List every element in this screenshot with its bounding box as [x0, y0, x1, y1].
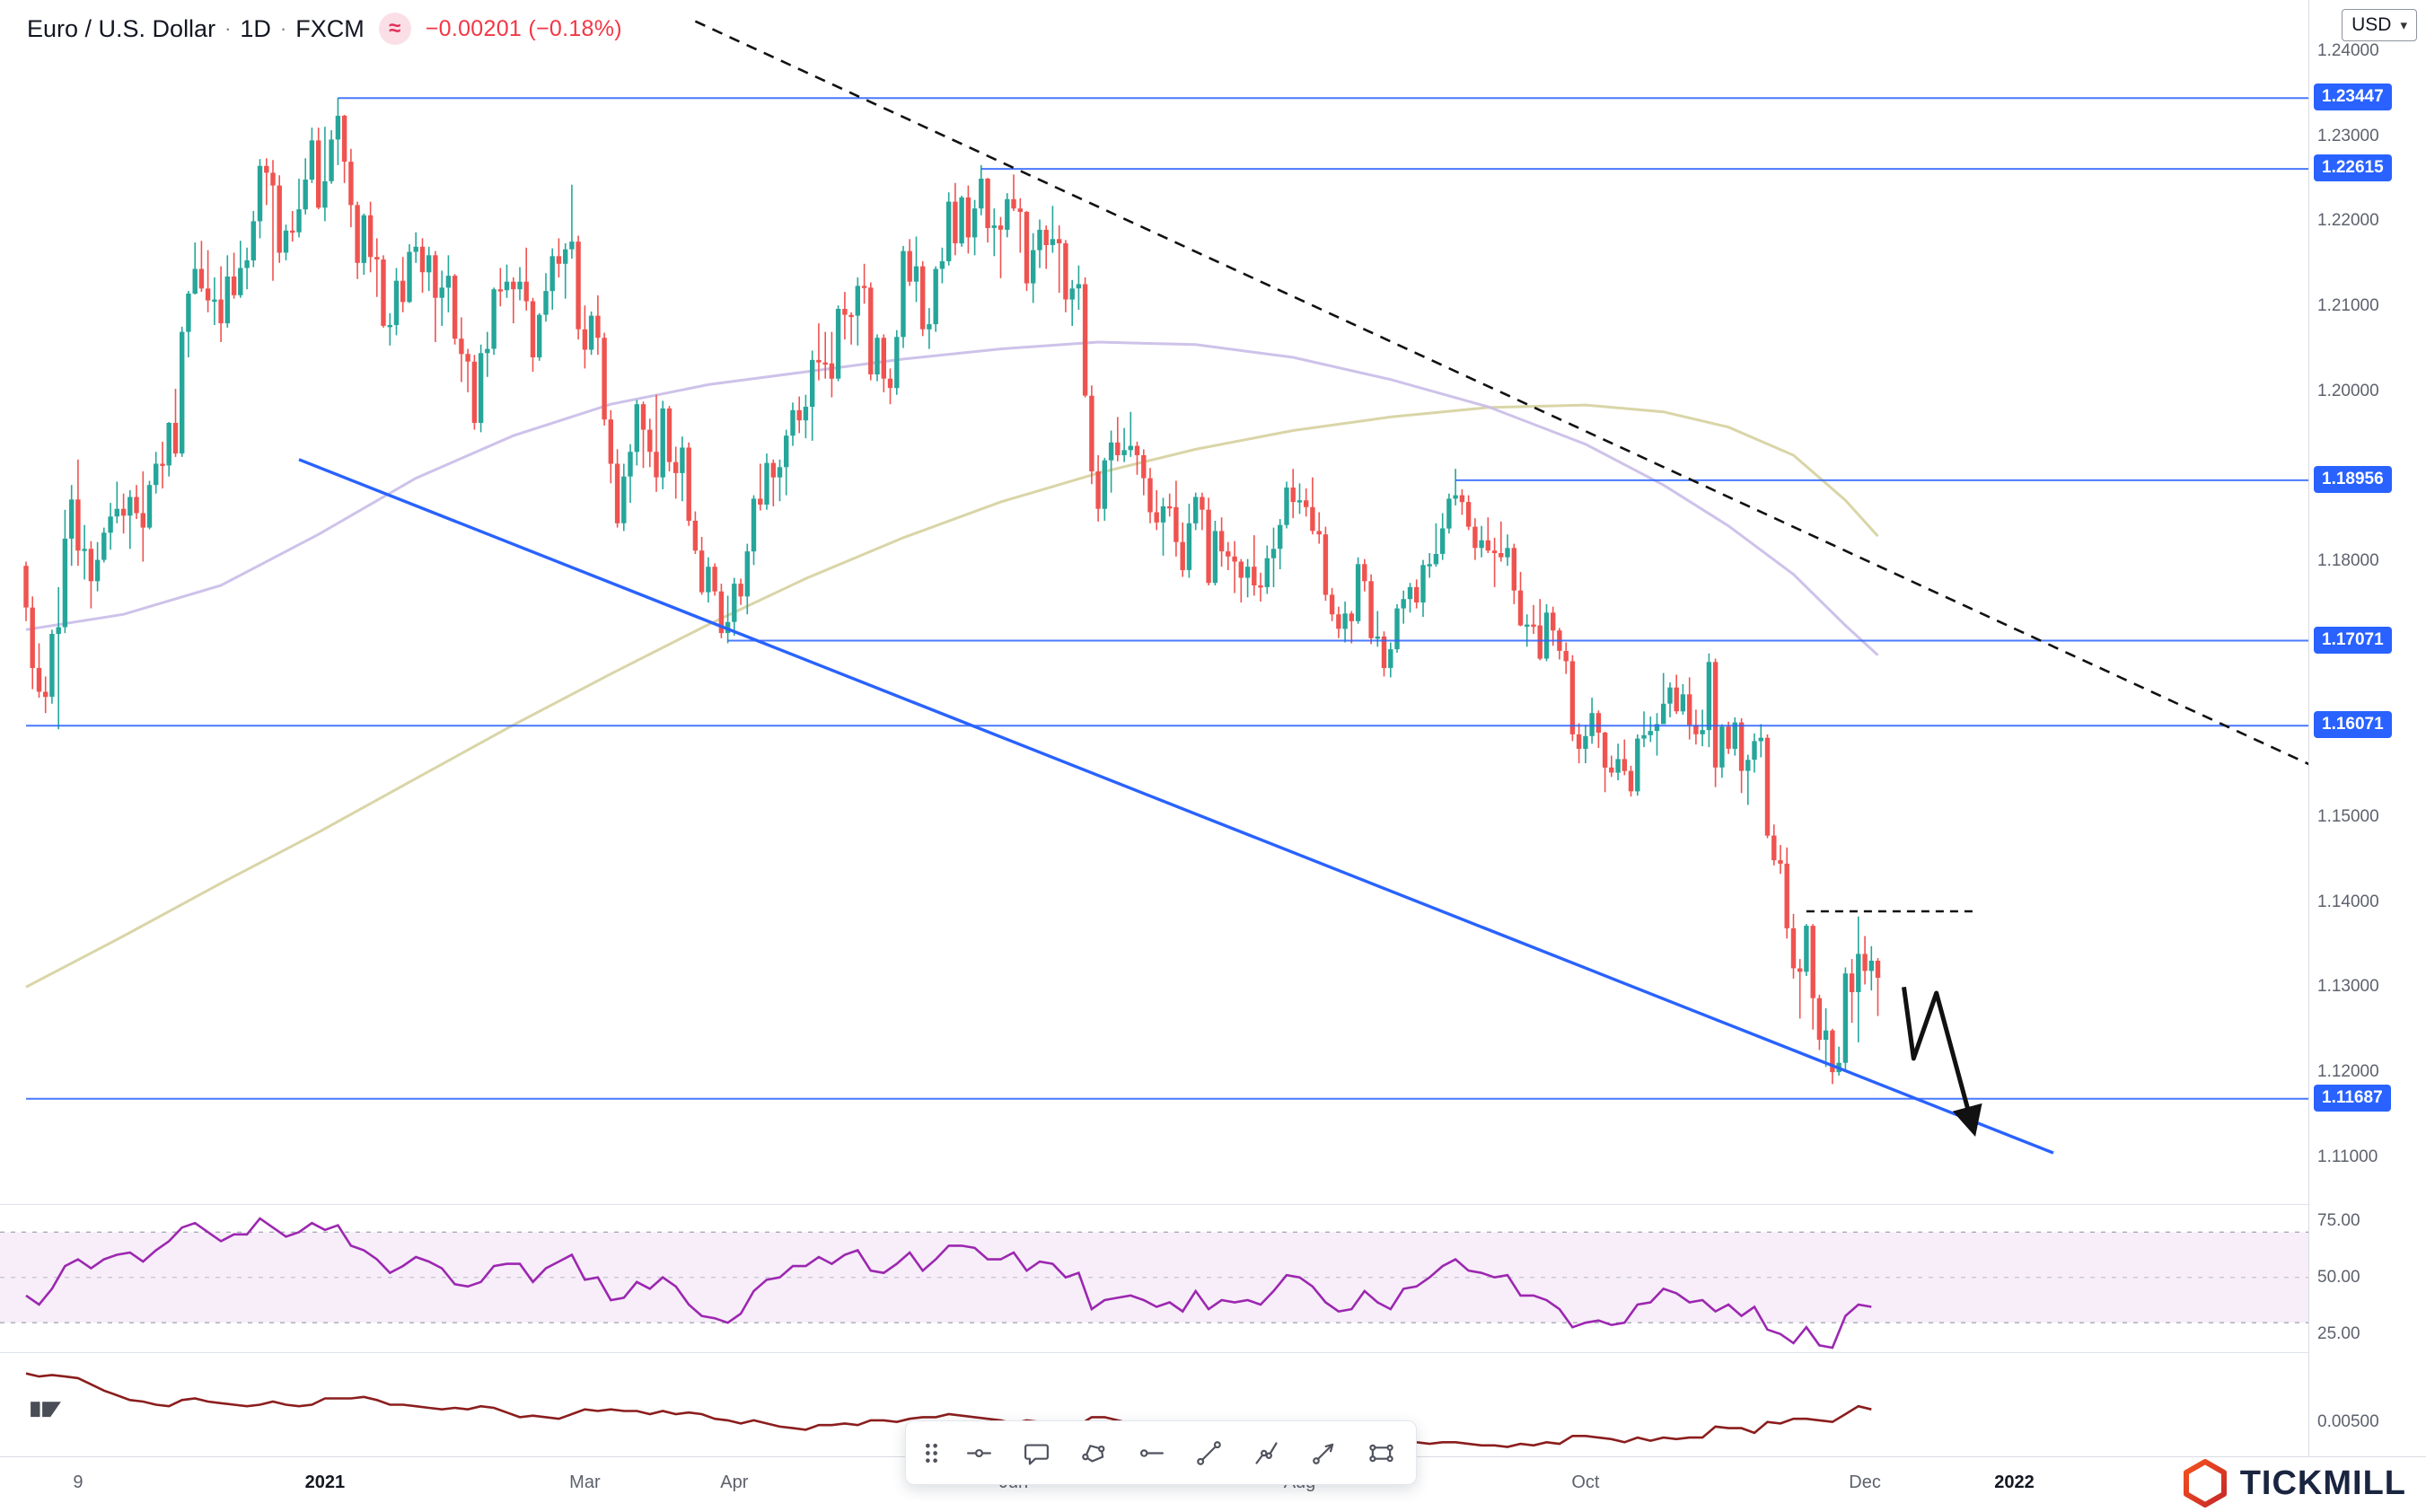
- tool-horizontal-ray[interactable]: [1123, 1428, 1179, 1478]
- delayed-data-icon[interactable]: ≈: [378, 13, 411, 45]
- price-level-badge: 1.11687: [2314, 1084, 2391, 1112]
- pane-separator[interactable]: [0, 1352, 2426, 1353]
- tickmill-wordmark: TICKMILL: [2239, 1464, 2406, 1502]
- price-tick-label: 1.14000: [2317, 892, 2379, 911]
- rectangle-icon: [1368, 1444, 1393, 1462]
- tradingview-icon: [31, 1402, 61, 1418]
- tool-polyline[interactable]: [1238, 1428, 1294, 1478]
- price-pane[interactable]: [0, 0, 2308, 1204]
- horizontal-ray-icon: [1139, 1448, 1164, 1457]
- rsi-line: [25, 1217, 1872, 1349]
- rsi-pane[interactable]: [0, 1205, 2308, 1352]
- tool-trend-line[interactable]: [1181, 1428, 1236, 1478]
- price-level-badge: 1.17071: [2314, 626, 2392, 654]
- arrow-icon: [1312, 1443, 1333, 1464]
- price-tick-label: 1.12000: [2317, 1062, 2379, 1082]
- pane-separator[interactable]: [0, 1204, 2426, 1205]
- time-axis-label: Dec: [1849, 1472, 1881, 1492]
- tool-horizontal-line[interactable]: [951, 1428, 1006, 1478]
- tool-arrow[interactable]: [1296, 1428, 1351, 1478]
- price-level-lines[interactable]: [26, 97, 2308, 1100]
- exchange-label: FXCM: [295, 14, 365, 42]
- trend-line-icon: [1196, 1440, 1221, 1465]
- price-level-badge: 1.22615: [2314, 154, 2392, 182]
- price-tick-label: 1.21000: [2317, 296, 2379, 316]
- atr-pane[interactable]: [0, 1353, 2308, 1456]
- time-axis-label: 2021: [304, 1472, 346, 1492]
- price-tick-label: 1.20000: [2317, 381, 2379, 400]
- drawing-toolbar: [905, 1420, 1417, 1485]
- tool-polygon[interactable]: [1066, 1428, 1121, 1478]
- tickmill-icon: [2183, 1459, 2227, 1508]
- descending-dashed-trendline: [694, 20, 2308, 766]
- comment-bubble-icon: [1024, 1443, 1049, 1465]
- polyline-icon: [1254, 1441, 1278, 1464]
- symbol-name: Euro / U.S. Dollar: [27, 14, 216, 42]
- currency-value: USD: [2351, 14, 2392, 35]
- trendline-drawings[interactable]: [298, 20, 2308, 1155]
- price-tick-label: 1.24000: [2317, 40, 2379, 60]
- time-axis-label: Oct: [1571, 1472, 1600, 1492]
- moving-averages: [25, 340, 1879, 989]
- price-level-badge: 1.16071: [2314, 711, 2392, 739]
- symbol-title[interactable]: Euro / U.S. Dollar · 1D · FXCM: [27, 15, 365, 43]
- drag-dots-icon: [925, 1443, 937, 1463]
- price-level-badge: 1.23447: [2314, 84, 2392, 111]
- price-tick-label: 1.22000: [2317, 211, 2379, 231]
- tradingview-logo[interactable]: [27, 1397, 65, 1425]
- time-axis-label: 9: [73, 1472, 84, 1492]
- atr-line: [25, 1372, 1872, 1448]
- indicator-tick-label: 0.00500: [2317, 1411, 2379, 1431]
- arrow-drawing[interactable]: [1902, 986, 1982, 1138]
- toolbar-drag-handle[interactable]: [913, 1428, 949, 1478]
- symbol-header: Euro / U.S. Dollar · 1D · FXCM ≈ −0.0020…: [27, 13, 622, 45]
- polygon-icon: [1081, 1444, 1104, 1463]
- price-tick-label: 1.13000: [2317, 977, 2379, 997]
- ma-slow-line: [25, 403, 1879, 989]
- candlestick-series: [23, 98, 1881, 1085]
- ma-fast-line: [25, 340, 1879, 656]
- tool-rectangle[interactable]: [1353, 1428, 1409, 1478]
- price-tick-label: 1.23000: [2317, 126, 2379, 145]
- price-tick-label: 1.11000: [2317, 1147, 2378, 1166]
- horizontal-line-icon: [966, 1448, 991, 1457]
- title-separator: ·: [224, 17, 232, 40]
- time-axis-label: 2022: [1994, 1472, 2035, 1492]
- title-separator: ·: [279, 17, 287, 40]
- tickmill-logo[interactable]: TICKMILL: [2182, 1458, 2406, 1508]
- price-tick-label: 1.15000: [2317, 806, 2379, 826]
- price-change-label: −0.00201 (−0.18%): [425, 15, 622, 41]
- timeframe-label: 1D: [240, 14, 271, 42]
- currency-dropdown[interactable]: USD ▾: [2342, 9, 2417, 41]
- indicator-tick-label: 75.00: [2317, 1210, 2360, 1230]
- descending-blue-trendline: [298, 458, 2054, 1155]
- time-axis-label: Mar: [569, 1472, 601, 1492]
- time-axis-label: Apr: [720, 1472, 749, 1492]
- price-axis[interactable]: 1.24000 1.23000 1.22000 1.21000 1.20000 1.180…: [2308, 0, 2426, 1456]
- price-level-badge: 1.18956: [2314, 465, 2392, 493]
- price-tick-label: 1.18000: [2317, 551, 2379, 571]
- chevron-down-icon: ▾: [2400, 18, 2407, 33]
- tool-comment[interactable]: [1008, 1428, 1064, 1478]
- indicator-tick-label: 50.00: [2317, 1267, 2360, 1287]
- indicator-tick-label: 25.00: [2317, 1323, 2360, 1343]
